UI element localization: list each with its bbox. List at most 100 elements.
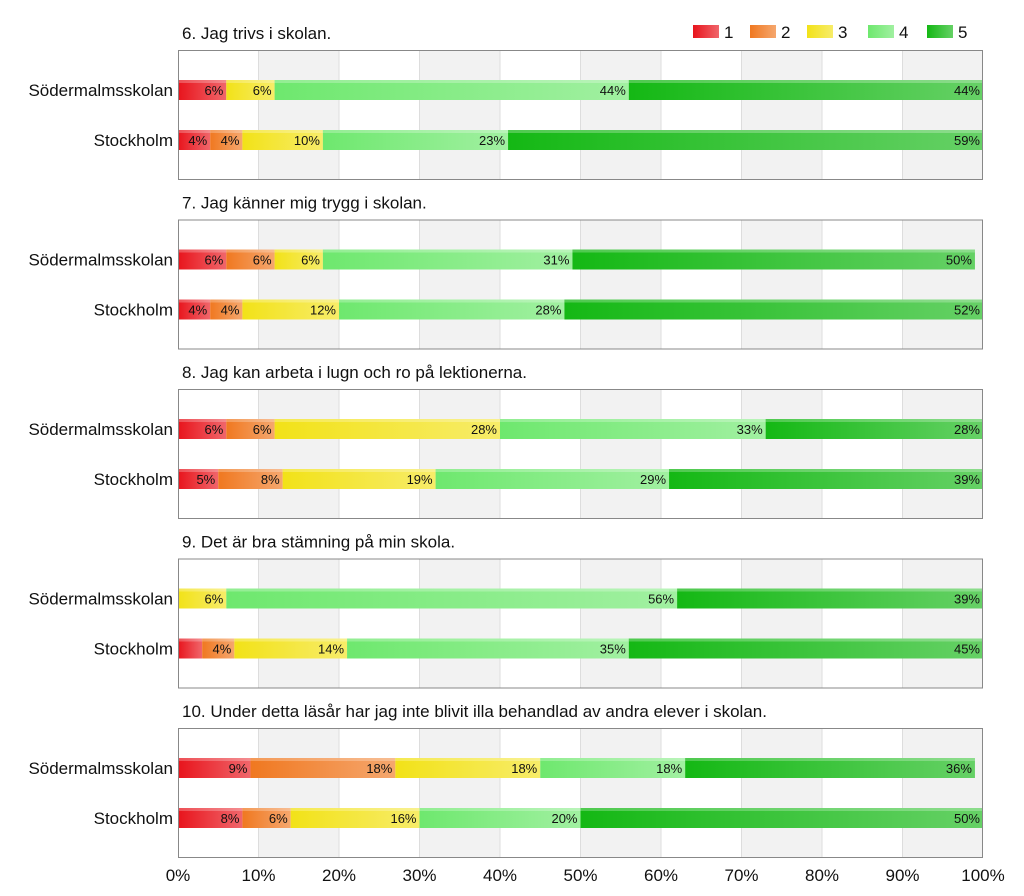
data-label: 28% <box>954 422 980 437</box>
bar-highlight <box>347 638 629 642</box>
panel-title: 6. Jag trivs i skolan. <box>182 24 331 43</box>
bar-highlight <box>210 299 243 303</box>
category-label: Stockholm <box>94 131 173 150</box>
bar-segment <box>540 758 686 778</box>
data-label: 9% <box>229 761 248 776</box>
bar-highlight <box>178 808 243 811</box>
bar-segment <box>226 249 275 270</box>
bar-highlight <box>226 419 275 422</box>
grid-band <box>580 389 661 519</box>
data-label: 23% <box>479 133 505 148</box>
bar-segment <box>242 808 291 828</box>
bar-highlight <box>178 80 227 83</box>
data-label: 29% <box>640 472 666 487</box>
data-label: 12% <box>310 303 336 318</box>
bar-highlight <box>226 80 275 83</box>
bar-segment <box>765 419 983 439</box>
data-label: 6% <box>253 83 272 98</box>
data-label: 28% <box>471 422 497 437</box>
data-label: 6% <box>205 253 224 268</box>
bar-highlight <box>500 419 766 422</box>
bar-highlight <box>322 130 509 133</box>
bar-segment <box>290 808 420 828</box>
bar-highlight <box>178 130 211 133</box>
bar-segment <box>500 419 766 439</box>
x-tick-label: 90% <box>885 866 919 885</box>
x-tick-label: 100% <box>961 866 1004 885</box>
data-label: 50% <box>946 253 972 268</box>
bar-segment <box>234 638 348 659</box>
panel-border <box>178 558 983 689</box>
bar-highlight <box>322 249 573 253</box>
panel-3: 8. Jag kan arbeta i lugn och ro på lekti… <box>28 363 983 519</box>
x-axis: 0% 10% 20% 30% 40% 50% 60% 70% 80% 90% 100% <box>166 866 1005 885</box>
bar-highlight <box>178 299 211 303</box>
category-label: Stockholm <box>94 809 173 828</box>
bar-segment <box>226 419 275 439</box>
bar-highlight <box>435 469 670 472</box>
x-tick-label: 60% <box>644 866 678 885</box>
bar-segment <box>226 80 275 100</box>
grid-band <box>419 558 500 689</box>
data-label: 45% <box>954 642 980 657</box>
data-label: 18% <box>366 761 392 776</box>
panel-4: 9. Det är bra stämning på min skola. Söde… <box>28 533 983 689</box>
x-tick-label: 80% <box>805 866 839 885</box>
grid-band <box>258 50 339 180</box>
data-label: 36% <box>946 761 972 776</box>
bar-highlight <box>178 419 227 422</box>
bar-highlight <box>290 808 420 811</box>
panel-border <box>178 50 983 180</box>
legend-label: 2 <box>781 23 790 42</box>
bar-highlight <box>274 80 629 83</box>
data-label: 39% <box>954 592 980 607</box>
category-label: Södermalmsskolan <box>28 81 173 100</box>
data-label: 18% <box>656 761 682 776</box>
bar-highlight <box>628 80 983 83</box>
bar-segment <box>178 419 227 439</box>
panel-border <box>178 728 983 858</box>
grid-band <box>258 389 339 519</box>
data-label: 33% <box>737 422 763 437</box>
data-label: 8% <box>261 472 280 487</box>
data-label: 28% <box>535 303 561 318</box>
bar-segment <box>178 299 211 320</box>
bar-segment <box>274 80 629 100</box>
data-label: 16% <box>390 811 416 826</box>
bar-highlight <box>178 469 219 472</box>
data-label: 6% <box>269 811 288 826</box>
bar-segment <box>274 419 500 439</box>
bar-highlight <box>564 299 983 303</box>
grid-band <box>902 50 983 180</box>
data-label: 4% <box>221 303 240 318</box>
category-label: Södermalmsskolan <box>28 251 173 270</box>
bar-segment <box>580 808 983 828</box>
data-label: 8% <box>221 811 240 826</box>
grid-band <box>580 219 661 350</box>
x-tick-label: 70% <box>724 866 758 885</box>
bar-segment <box>322 249 573 270</box>
bar-highlight <box>242 808 291 811</box>
bar-segment <box>395 758 541 778</box>
bar-highlight <box>178 758 251 761</box>
bar-highlight <box>250 758 396 761</box>
grid-band <box>902 219 983 350</box>
bar-segment <box>178 130 211 150</box>
grid-band <box>258 728 339 858</box>
data-label: 56% <box>648 592 674 607</box>
bar-segment <box>210 130 243 150</box>
data-label: 4% <box>213 642 232 657</box>
bar-highlight <box>210 130 243 133</box>
bar-highlight <box>419 808 581 811</box>
bar-highlight <box>282 469 436 472</box>
bar-highlight <box>178 249 227 253</box>
bar-highlight <box>242 130 323 133</box>
legend-label: 5 <box>958 23 967 42</box>
legend-swatch <box>807 25 833 38</box>
bar-highlight <box>685 758 975 761</box>
data-label: 4% <box>221 133 240 148</box>
bar-segment <box>274 249 323 270</box>
panel-title: 7. Jag känner mig trygg i skolan. <box>182 194 427 213</box>
grid-band <box>902 558 983 689</box>
bar-segment <box>178 808 243 828</box>
